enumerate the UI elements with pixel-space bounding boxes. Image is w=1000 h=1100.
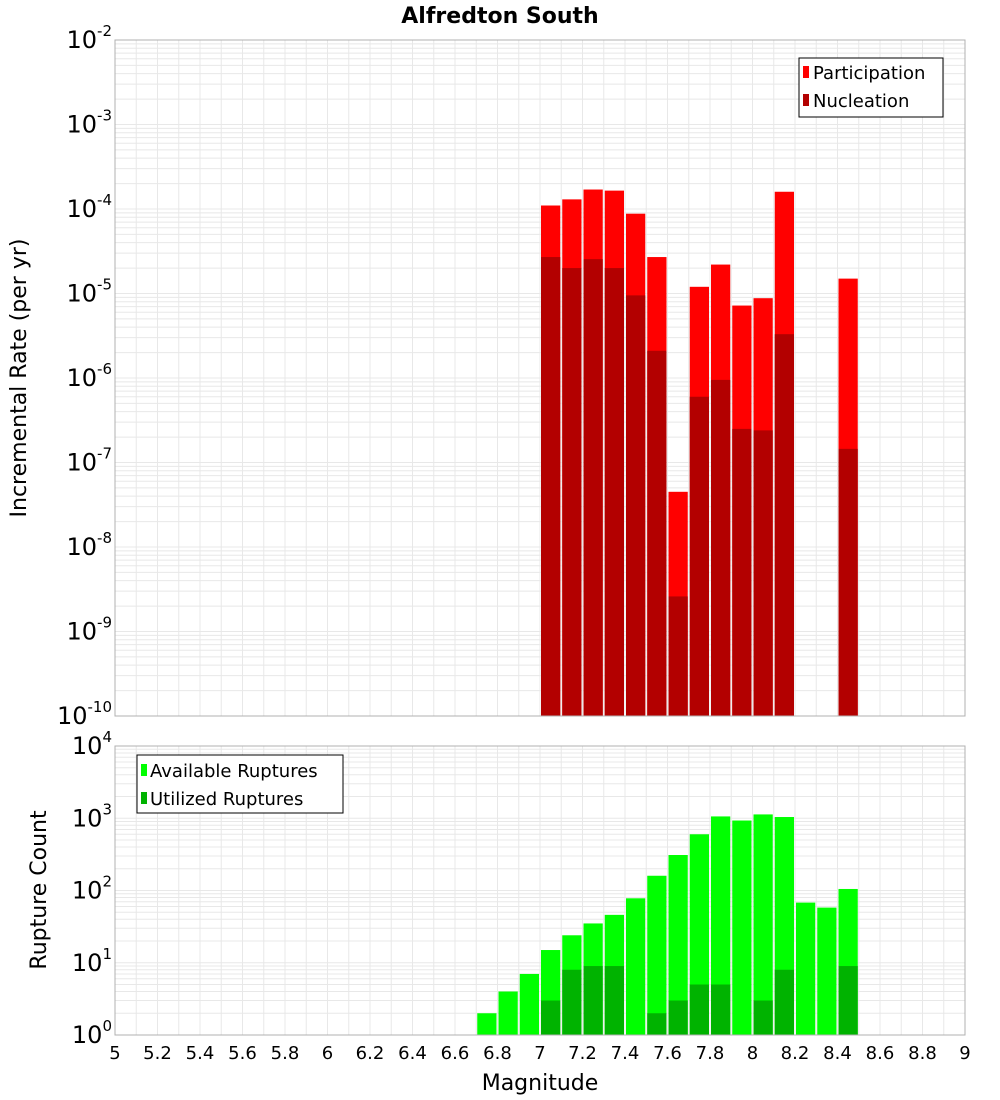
top-y-tick-label: 10-4: [66, 191, 112, 223]
x-tick-label: 8.6: [866, 1043, 895, 1064]
top-nucleation-bar: [647, 350, 667, 716]
top-nucleation-bar: [732, 428, 752, 716]
bottom-available-ruptures-bar: [647, 875, 667, 1035]
x-tick-label: 5.8: [271, 1043, 300, 1064]
bottom-available-ruptures-bar: [626, 898, 646, 1035]
bottom-utilized-ruptures-bar: [753, 1000, 773, 1035]
bottom-panel-frame: [114, 745, 966, 1036]
top-panel-grid: [114, 40, 966, 717]
bottom-utilized-ruptures-bar: [647, 1013, 667, 1035]
utilized-legend-label: Utilized Ruptures: [150, 789, 303, 810]
x-tick-label: 8.2: [781, 1043, 810, 1064]
top-y-tick-label: 10-8: [66, 529, 112, 561]
top-y-tick-label: 10-9: [66, 614, 112, 646]
bottom-utilized-ruptures-bar: [711, 984, 731, 1035]
top-nucleation-bar: [562, 268, 582, 716]
top-nucleation-bar: [838, 448, 858, 716]
bottom-y-tick-label: 103: [72, 800, 112, 832]
top-panel-bars: [541, 189, 858, 717]
nucleation-legend-swatch: [803, 94, 809, 106]
bottom-available-ruptures-bar: [668, 854, 688, 1035]
x-tick-label: 8: [747, 1043, 758, 1064]
top-nucleation-bar: [774, 334, 794, 716]
bottom-available-ruptures-bar: [753, 814, 773, 1035]
bottom-y-tick-label: 104: [72, 728, 112, 760]
bottom-panel-y-ticks: 100 101 102 103 104: [72, 728, 112, 1049]
bottom-utilized-ruptures-bar: [774, 969, 794, 1035]
bottom-available-ruptures-bar: [796, 902, 816, 1035]
bottom-utilized-ruptures-bar: [562, 969, 582, 1035]
bottom-available-ruptures-bar: [817, 907, 837, 1035]
top-nucleation-bar: [753, 430, 773, 716]
bottom-y-axis-label: Rupture Count: [27, 810, 52, 970]
available-legend-label: Available Ruptures: [150, 761, 318, 782]
x-tick-label: 6.2: [356, 1043, 385, 1064]
bottom-available-ruptures-bar: [498, 991, 518, 1035]
top-y-axis-label: Incremental Rate (per yr): [7, 239, 32, 518]
top-y-tick-label: 10-10: [57, 698, 112, 730]
top-y-tick-label: 10-2: [66, 22, 112, 54]
top-y-tick-label: 10-6: [66, 360, 112, 392]
x-tick-label: 5: [109, 1043, 120, 1064]
top-nucleation-bar: [626, 295, 646, 716]
x-tick-label: 7: [534, 1043, 545, 1064]
top-panel-y-ticks: 10-10 10-9 10-8 10-7 10-6 10-5 10-4 10-3 10-2: [57, 22, 112, 730]
bottom-available-ruptures-bar: [477, 1013, 497, 1035]
bottom-panel-bars: [477, 814, 858, 1035]
top-nucleation-bar: [711, 379, 731, 716]
x-tick-label: 7.8: [696, 1043, 725, 1064]
x-tick-label: 8.4: [823, 1043, 852, 1064]
top-nucleation-bar: [583, 259, 603, 716]
bottom-y-tick-label: 101: [72, 945, 112, 977]
x-tick-label: 7.6: [653, 1043, 682, 1064]
bottom-utilized-ruptures-bar: [838, 966, 858, 1035]
top-nucleation-bar: [604, 268, 624, 716]
x-tick-label: 5.2: [143, 1043, 172, 1064]
x-tick-label: 7.2: [568, 1043, 597, 1064]
bottom-utilized-ruptures-bar: [668, 1000, 688, 1035]
top-legend-box: [798, 57, 944, 118]
top-legend: Participation Nucleation: [798, 57, 944, 118]
participation-legend-swatch: [803, 66, 809, 78]
x-tick-label: 5.4: [186, 1043, 215, 1064]
x-tick-label: 5.6: [228, 1043, 257, 1064]
available-legend-swatch: [141, 764, 147, 776]
top-nucleation-bar: [689, 396, 709, 716]
chart-title: Alfredton South: [401, 4, 598, 29]
bottom-available-ruptures-bar: [711, 816, 731, 1035]
top-nucleation-bar: [668, 596, 688, 716]
utilized-legend-swatch: [141, 792, 147, 804]
x-tick-label: 6.8: [483, 1043, 512, 1064]
bottom-available-ruptures-bar: [519, 973, 539, 1035]
bottom-utilized-ruptures-bar: [583, 966, 603, 1035]
x-axis-label: Magnitude: [482, 1071, 599, 1096]
bottom-utilized-ruptures-bar: [604, 966, 624, 1035]
x-tick-label: 7.4: [611, 1043, 640, 1064]
bottom-legend: Available Ruptures Utilized Ruptures: [136, 754, 344, 814]
participation-legend-label: Participation: [813, 63, 925, 84]
top-y-tick-label: 10-3: [66, 107, 112, 139]
top-y-tick-label: 10-7: [66, 445, 112, 477]
top-nucleation-bar: [541, 257, 561, 716]
bottom-y-tick-label: 102: [72, 873, 112, 905]
x-tick-label: 6: [322, 1043, 333, 1064]
x-tick-labels: 5 5.2 5.4 5.6 5.8 6 6.2 6.4 6.6 6.8 7 7.2 7.4 7.6 7.8 8…: [109, 1043, 970, 1064]
top-panel-frame: [114, 39, 966, 717]
bottom-available-ruptures-bar: [732, 820, 752, 1035]
x-tick-label: 8.8: [908, 1043, 937, 1064]
bottom-utilized-ruptures-bar: [541, 1000, 561, 1035]
bottom-legend-box: [136, 754, 344, 814]
bottom-y-tick-label: 100: [72, 1017, 112, 1049]
bottom-utilized-ruptures-bar: [689, 984, 709, 1035]
nucleation-legend-label: Nucleation: [813, 91, 909, 112]
top-y-tick-label: 10-5: [66, 276, 112, 308]
x-tick-label: 6.4: [398, 1043, 427, 1064]
x-tick-label: 9: [959, 1043, 970, 1064]
x-tick-label: 6.6: [441, 1043, 470, 1064]
